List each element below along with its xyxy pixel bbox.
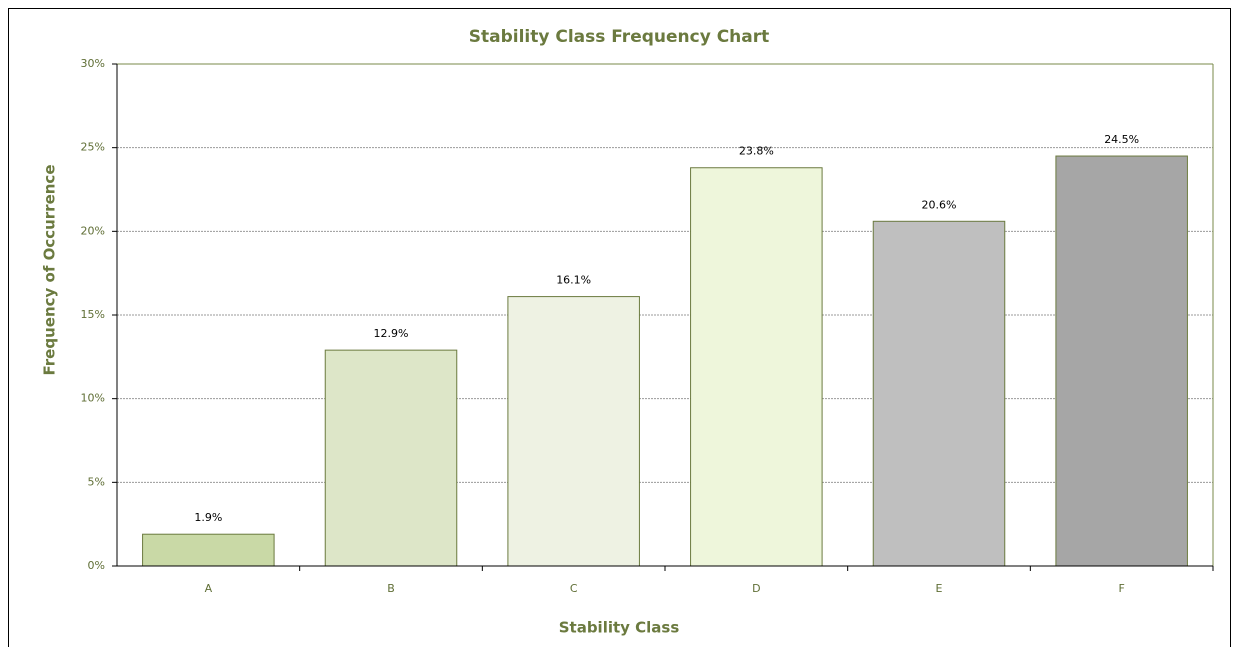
x-tick-label: D	[752, 582, 760, 595]
y-tick-label: 5%	[88, 475, 105, 488]
x-tick-label: C	[570, 582, 578, 595]
y-tick-label: 20%	[81, 224, 105, 237]
data-label: 23.8%	[739, 145, 774, 158]
x-tick-label: E	[936, 582, 943, 595]
bar	[324, 349, 458, 567]
x-tick-label: B	[387, 582, 395, 595]
y-tick-label: 10%	[81, 392, 105, 405]
x-axis-title: Stability Class	[559, 619, 680, 637]
x-tick-label: F	[1119, 582, 1125, 595]
chart-title: Stability Class Frequency Chart	[469, 27, 770, 47]
y-axis-title: Frequency of Occurrence	[41, 165, 59, 376]
bar	[507, 296, 640, 567]
data-label: 1.9%	[194, 511, 222, 524]
bar	[1055, 155, 1188, 567]
y-tick-label: 30%	[81, 57, 105, 70]
y-tick-label: 25%	[81, 141, 105, 154]
data-label: 16.1%	[556, 274, 591, 287]
bar	[690, 167, 823, 567]
y-tick-label: 0%	[88, 559, 105, 572]
y-tick-label: 15%	[81, 308, 105, 321]
data-label: 12.9%	[374, 327, 409, 340]
data-label: 24.5%	[1104, 133, 1139, 146]
data-label: 20.6%	[922, 198, 957, 211]
bar	[142, 533, 275, 567]
bar	[872, 220, 1006, 567]
x-tick-label: A	[205, 582, 213, 595]
